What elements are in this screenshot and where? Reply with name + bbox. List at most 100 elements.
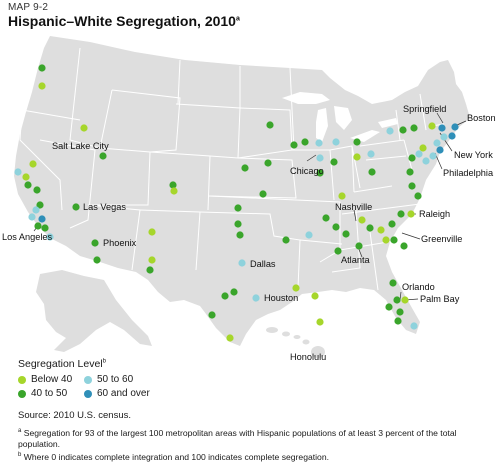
metro-dot bbox=[221, 292, 229, 300]
metro-dot bbox=[410, 322, 418, 330]
lake-huron bbox=[334, 106, 352, 130]
label-boston: Boston bbox=[467, 113, 496, 123]
legend-swatch bbox=[84, 375, 92, 384]
label-chicago: Chicago bbox=[290, 166, 324, 176]
metro-dot bbox=[377, 226, 385, 234]
metro-dot bbox=[316, 318, 324, 326]
metro-dot bbox=[368, 168, 376, 176]
metro-dot bbox=[315, 139, 323, 147]
metro-dot bbox=[342, 230, 350, 238]
lake-ontario bbox=[378, 118, 398, 128]
legend-item-40-to-50: 40 to 50 bbox=[18, 388, 67, 399]
metro-dot bbox=[386, 127, 394, 135]
label-palm-bay: Palm Bay bbox=[420, 294, 460, 304]
metro-dot bbox=[93, 256, 101, 264]
metro-dot bbox=[382, 236, 390, 244]
metro-dot bbox=[419, 144, 427, 152]
metro-dot bbox=[170, 187, 178, 195]
metro-dot bbox=[428, 122, 436, 130]
label-atlanta: Atlanta bbox=[341, 255, 370, 265]
legend-swatch bbox=[18, 375, 26, 384]
metro-dot bbox=[429, 152, 437, 160]
metro-dot bbox=[408, 182, 416, 190]
metro-dot bbox=[389, 279, 397, 287]
footnote-text: Where 0 indicates complete integration a… bbox=[23, 451, 329, 462]
label-raleigh: Raleigh bbox=[419, 209, 450, 219]
label-nashville: Nashville bbox=[335, 202, 372, 212]
metro-dot bbox=[305, 231, 313, 239]
metro-dot bbox=[316, 169, 324, 177]
metro-dot bbox=[385, 303, 393, 311]
metro-dot bbox=[390, 236, 398, 244]
label-honolulu: Honolulu bbox=[290, 352, 326, 362]
legend-title-text: Segregation Level bbox=[18, 358, 103, 370]
metro-dot bbox=[259, 190, 267, 198]
metro-dot bbox=[34, 222, 42, 230]
metro-dot bbox=[408, 154, 416, 162]
label-new-york: New York bbox=[454, 150, 493, 160]
legend-label: 40 to 50 bbox=[31, 388, 68, 399]
city-labels: Springfield Boston New York Philadelphia… bbox=[2, 104, 496, 362]
label-salt-lake-city: Salt Lake City bbox=[52, 141, 109, 151]
metro-dot bbox=[397, 210, 405, 218]
metro-dot bbox=[264, 159, 272, 167]
metro-dot bbox=[238, 259, 246, 267]
metro-dot bbox=[355, 242, 363, 250]
legend-item-50-to-60: 50 to 60 bbox=[84, 374, 133, 385]
metro-dot bbox=[41, 224, 49, 232]
metro-dot bbox=[422, 157, 430, 165]
metro-dot bbox=[91, 239, 99, 247]
metro-dot bbox=[388, 220, 396, 228]
alaska bbox=[36, 270, 152, 352]
metro-dot bbox=[234, 204, 242, 212]
metro-dot bbox=[301, 138, 309, 146]
metro-dot bbox=[80, 124, 88, 132]
footnote-text: Segregation for 93 of the largest 100 me… bbox=[18, 427, 457, 449]
metro-dot bbox=[208, 311, 216, 319]
footnote-marker: a bbox=[18, 428, 22, 434]
metro-dot bbox=[28, 213, 36, 221]
metro-dot bbox=[322, 214, 330, 222]
metro-dot bbox=[32, 206, 40, 214]
metro-dot bbox=[148, 228, 156, 236]
legend-title-sup: b bbox=[102, 358, 106, 365]
metro-dot bbox=[338, 192, 346, 200]
source-note: Source: 2010 U.S. census. bbox=[18, 410, 132, 421]
metro-dot bbox=[148, 256, 156, 264]
metro-dot bbox=[72, 203, 80, 211]
metro-dot bbox=[169, 181, 177, 189]
legend-label: Below 40 bbox=[31, 374, 73, 385]
label-phoenix: Phoenix bbox=[103, 238, 137, 248]
metro-dot bbox=[353, 153, 361, 161]
metro-dot bbox=[14, 168, 22, 176]
metro-dot bbox=[38, 64, 46, 72]
metro-dot bbox=[241, 164, 249, 172]
map-id: MAP 9-2 bbox=[8, 2, 49, 13]
metro-dot bbox=[22, 173, 30, 181]
footnote-b: b Where 0 indicates complete integration… bbox=[18, 450, 488, 463]
map-title: Hispanic–White Segregation, 2010a bbox=[8, 13, 240, 29]
metro-dot bbox=[33, 186, 41, 194]
metro-dot bbox=[38, 215, 46, 223]
metro-dot bbox=[407, 210, 415, 218]
legend-swatch bbox=[84, 389, 92, 398]
metro-dot bbox=[415, 150, 423, 158]
label-springfield: Springfield bbox=[403, 104, 446, 114]
footnote-a: a Segregation for 93 of the largest 100 … bbox=[18, 426, 488, 450]
footnote-marker: b bbox=[18, 452, 22, 458]
metro-dot bbox=[146, 266, 154, 274]
metro-dot bbox=[46, 233, 54, 241]
label-orlando: Orlando bbox=[402, 282, 435, 292]
metro-dot bbox=[330, 158, 338, 166]
label-houston: Houston bbox=[264, 293, 298, 303]
label-greenville: Greenville bbox=[421, 234, 462, 244]
metro-dot bbox=[334, 247, 342, 255]
metro-dot bbox=[394, 317, 402, 325]
metro-dot bbox=[38, 82, 46, 90]
metro-dot bbox=[448, 132, 456, 140]
metro-dot bbox=[366, 224, 374, 232]
metro-dot bbox=[367, 150, 375, 158]
metro-dot bbox=[292, 284, 300, 292]
lake-michigan bbox=[316, 108, 328, 142]
